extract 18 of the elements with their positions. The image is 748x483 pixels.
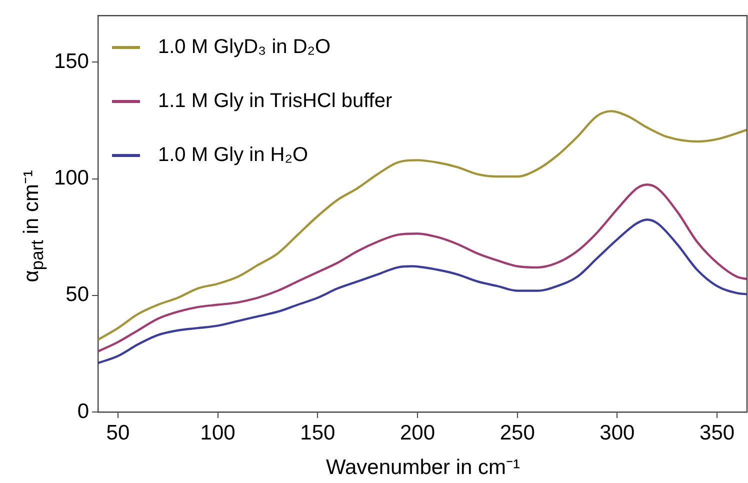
- x-tick-label: 100: [200, 421, 236, 444]
- line-series: [98, 218, 747, 364]
- legend-label: 1.1 M Gly in TrisHCl buffer: [158, 90, 392, 112]
- y-tick-label: 100: [54, 166, 89, 190]
- x-tick-label: 50: [106, 421, 130, 444]
- x-tick-label: 250: [500, 421, 535, 444]
- x-tick-label: 300: [600, 421, 635, 444]
- line-series: [98, 184, 747, 352]
- legend-label: 1.0 M GlyD₃ in D₂O: [158, 36, 331, 58]
- x-tick-label: 200: [400, 421, 436, 444]
- legend-label: 1.0 M Gly in H₂O: [158, 144, 308, 166]
- y-tick-label: 0: [77, 400, 89, 423]
- x-tick-label: 150: [300, 421, 336, 444]
- line-series: [98, 110, 747, 341]
- y-tick-label: 50: [66, 283, 89, 306]
- x-tick-label: 350: [700, 421, 735, 444]
- x-axis-title: Wavenumber in cm⁻¹: [324, 455, 522, 480]
- y-tick-label: 150: [54, 50, 89, 74]
